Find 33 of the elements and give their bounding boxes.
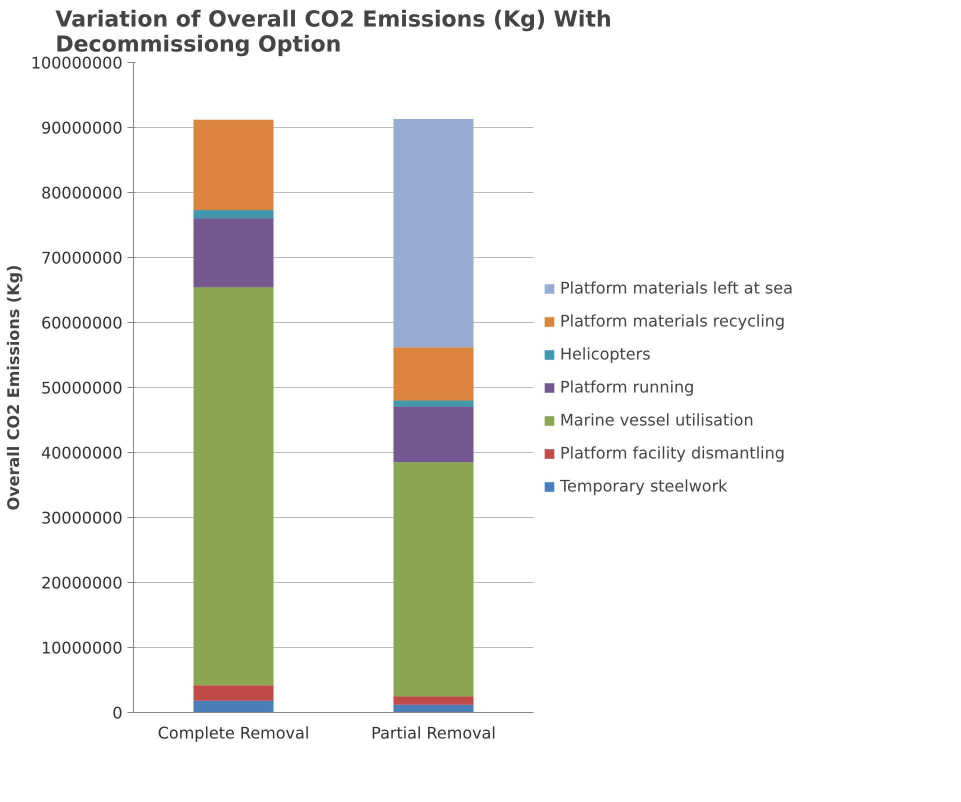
y-axis-title: Overall CO2 Emissions (Kg) bbox=[4, 264, 23, 510]
bar bbox=[394, 119, 474, 348]
legend-label: Helicopters bbox=[560, 344, 651, 364]
bar bbox=[194, 210, 274, 218]
legend-label: Platform running bbox=[560, 378, 694, 396]
bar bbox=[194, 218, 274, 288]
bar bbox=[194, 287, 274, 686]
y-tick-label: 30000000 bbox=[41, 508, 122, 528]
legend-label: Platform materials recycling bbox=[560, 312, 786, 330]
y-tick-label: 20000000 bbox=[41, 574, 122, 592]
y-tick-label: 0 bbox=[112, 704, 123, 722]
legend-label: Temporary steelwork bbox=[560, 476, 728, 496]
legend-label: Platform facility dismantling bbox=[560, 444, 785, 462]
y-tick-label: 40000000 bbox=[41, 444, 122, 462]
y-tick-label: 70000000 bbox=[41, 248, 122, 268]
legend-label: Marine vessel utilisation bbox=[560, 410, 754, 430]
y-tick-label: 90000000 bbox=[41, 118, 122, 138]
bar bbox=[194, 120, 274, 210]
bar bbox=[394, 347, 474, 400]
bar bbox=[194, 685, 274, 701]
y-tick-label: 10000000 bbox=[41, 638, 122, 658]
bar bbox=[394, 406, 474, 462]
y-tick-label: 50000000 bbox=[41, 378, 122, 398]
bar bbox=[194, 700, 274, 712]
legend-label: Platform materials left at sea bbox=[560, 278, 793, 298]
bar bbox=[394, 696, 474, 705]
bar bbox=[394, 704, 474, 712]
bar bbox=[394, 400, 474, 406]
y-tick-label: 80000000 bbox=[41, 184, 122, 202]
y-tick-label: 60000000 bbox=[41, 314, 122, 332]
x-tick-label: Partial Removal bbox=[371, 724, 496, 742]
x-tick-label: Complete Removal bbox=[158, 724, 310, 742]
bar bbox=[394, 462, 474, 696]
